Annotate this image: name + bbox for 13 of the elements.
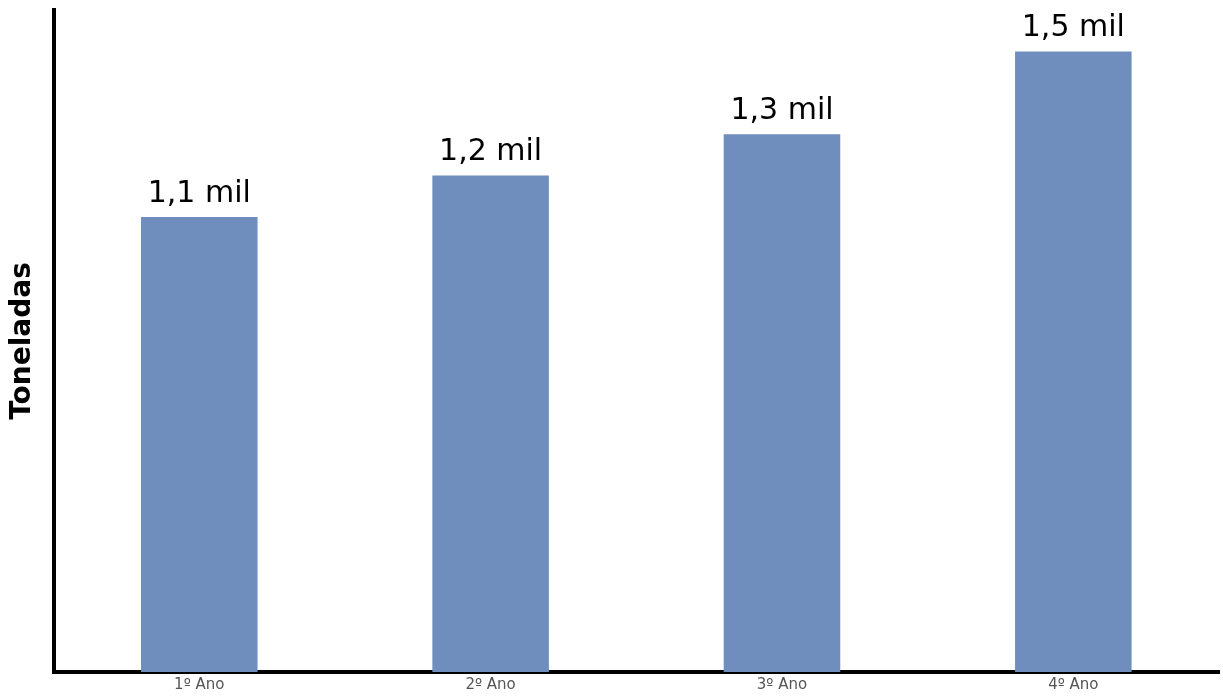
x-tick-label: 3º Ano	[756, 674, 808, 693]
data-label: 1,3 mil	[730, 90, 834, 126]
x-tick-label: 1º Ano	[174, 674, 225, 693]
bar	[723, 134, 841, 672]
bar	[141, 216, 258, 672]
y-axis-title: Toneladas	[4, 262, 38, 420]
bar	[432, 175, 549, 672]
data-label: 1,5 mil	[1021, 8, 1125, 44]
x-tick-label: 2º Ano	[465, 674, 516, 693]
data-label: 1,1 mil	[147, 173, 251, 209]
x-tick-label: 4º Ano	[1048, 674, 1099, 693]
data-label: 1,2 mil	[439, 132, 543, 168]
bar	[1015, 51, 1132, 672]
